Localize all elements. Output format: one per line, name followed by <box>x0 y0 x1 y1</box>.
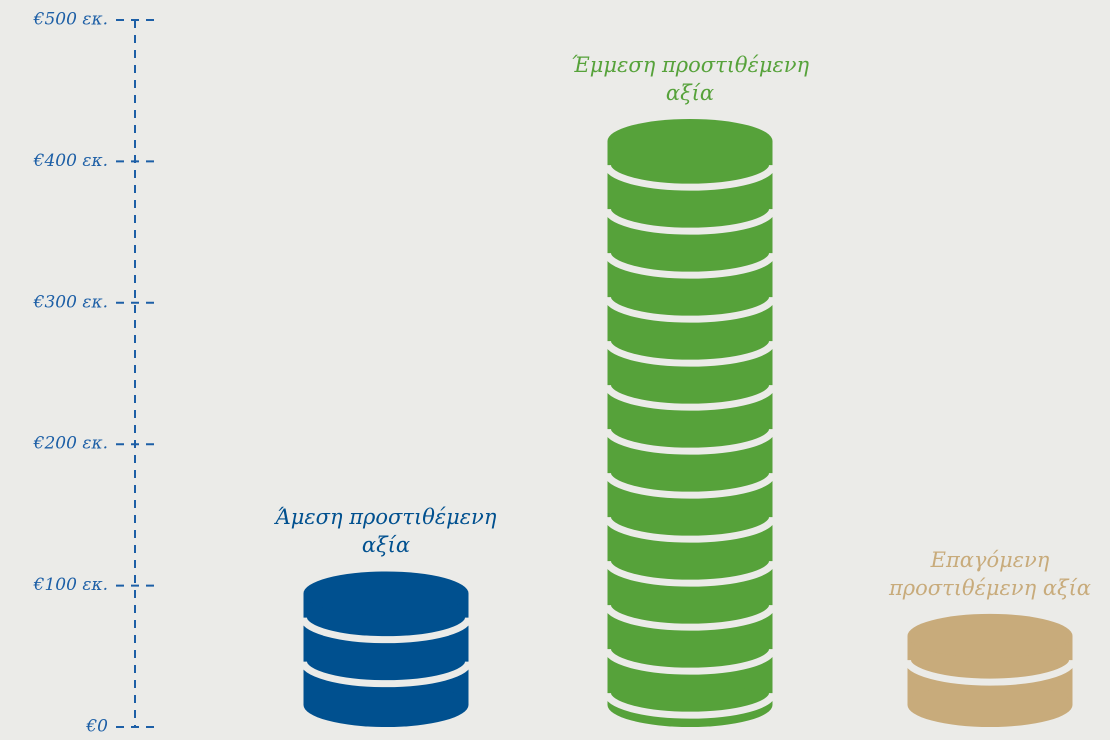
y-tick-label: €0 <box>85 717 108 737</box>
coin-gap <box>904 659 1076 686</box>
coin-top <box>607 118 773 163</box>
coin-gap <box>604 384 776 411</box>
coin-gap <box>604 340 776 367</box>
y-tick-label: €400 εκ. <box>33 151 108 171</box>
y-tick-label: €100 εκ. <box>33 575 108 595</box>
y-tick-label: €500 εκ. <box>33 10 108 30</box>
coin-gap <box>300 617 472 644</box>
coin-gap <box>604 516 776 543</box>
coin-gap <box>604 208 776 235</box>
y-tick-label: €200 εκ. <box>33 434 108 454</box>
coin-gap <box>604 472 776 499</box>
coin-gap <box>604 648 776 675</box>
coin-gap <box>604 252 776 279</box>
coin-gap <box>604 604 776 631</box>
coin-stack <box>904 613 1076 727</box>
category-label: Άμεση προστιθέμενη αξία <box>275 505 497 558</box>
coin-gap <box>604 428 776 455</box>
category-label: Επαγόμενη προστιθέμενη αξία <box>889 547 1091 600</box>
coin-gap <box>604 692 776 719</box>
coin-gap <box>604 560 776 587</box>
coin-bottom <box>607 683 773 727</box>
coin-stack <box>300 571 472 727</box>
coin-gap <box>300 661 472 688</box>
coin-gap <box>604 164 776 191</box>
coin-stack <box>604 118 776 727</box>
category-label: Έμμεση προστιθέμενη αξία <box>570 52 810 105</box>
coin-body <box>607 140 773 706</box>
coin-bottom <box>303 683 469 727</box>
coin-top <box>303 571 469 616</box>
coin-bottom <box>907 683 1073 727</box>
y-tick-label: €300 εκ. <box>33 292 108 312</box>
coin-top <box>907 613 1073 658</box>
coin-gap <box>604 296 776 323</box>
